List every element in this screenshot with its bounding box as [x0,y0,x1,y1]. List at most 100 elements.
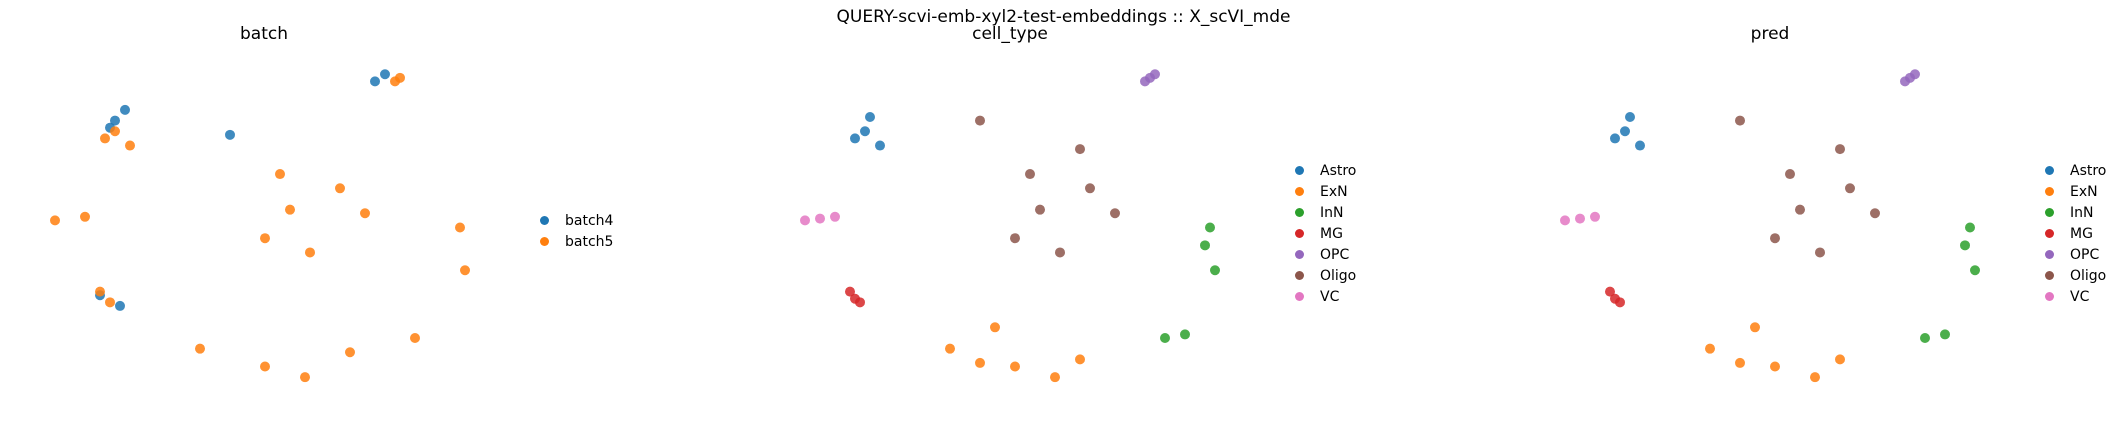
data-point [360,208,370,219]
data-point [390,76,400,87]
data-point [275,169,285,180]
data-point [1050,372,1060,383]
data-point [1160,332,1170,343]
data-point [1965,222,1975,233]
data-point [110,126,120,137]
legend-label: InN [2070,204,2094,221]
data-point [1610,293,1620,304]
legend-marker [2045,250,2054,259]
scatter-panel-batch: batch batch4 batch5 [0,0,740,427]
data-point [260,361,270,372]
legend-marker [1295,166,1304,175]
scatter-plot [50,69,470,383]
legend-marker [540,216,549,225]
legend-item-inn: InN [1295,202,1356,223]
data-point [1735,115,1745,126]
data-point [1735,357,1745,368]
data-point [990,322,1000,333]
data-point [1210,265,1220,276]
data-point [1620,126,1630,137]
data-point [1940,329,1950,340]
series-vc [1560,211,1600,226]
legend-label: MG [1320,225,1343,242]
series-astro [850,112,885,151]
data-point [1795,204,1805,215]
data-point [850,293,860,304]
data-point [1205,222,1215,233]
data-point [335,183,345,194]
series-opc [1900,69,1920,87]
series-mg [845,286,865,308]
legend-item-astro: Astro [2045,160,2106,181]
figure-suptitle: QUERY-scvi-emb-xyl2-test-embeddings :: X… [836,7,1291,27]
legend-marker [2045,166,2054,175]
data-point [1900,76,1910,87]
legend-marker [1295,271,1304,280]
data-point [945,343,955,354]
legend-label: OPC [2070,246,2100,263]
legend-marker [2045,271,2054,280]
panel-title: cell_type [972,24,1048,44]
data-point [410,332,420,343]
legend-label: Astro [2070,162,2107,179]
legend-marker [1295,229,1304,238]
legend-item-inn: InN [2045,202,2106,223]
data-point [1815,247,1825,258]
series-oligo [1735,115,1880,258]
data-point [1625,112,1635,123]
data-point [1010,233,1020,244]
data-point [975,115,985,126]
series-mg [1605,286,1625,308]
data-point [1140,76,1150,87]
data-point [1610,133,1620,144]
legend-marker [2045,292,2054,301]
series-astro [1610,112,1645,151]
legend: batch4 batch5 [540,210,613,252]
data-point [1970,265,1980,276]
legend-item-mg: MG [2045,223,2106,244]
data-point [455,222,465,233]
legend-label: Oligo [2070,267,2107,284]
legend-item-opc: OPC [1295,244,1356,265]
legend-marker [2045,208,2054,217]
data-point [845,286,855,297]
data-point [105,297,115,308]
legend: Astro ExN InN MG OPC Oligo VC [1295,160,1356,307]
data-point [1635,140,1645,151]
legend-item-vc: VC [2045,286,2106,307]
data-point [1200,240,1210,251]
legend-label: VC [2070,288,2090,305]
data-point [1025,169,1035,180]
data-point [975,357,985,368]
series-oligo [975,115,1120,258]
data-point [370,76,380,87]
series-inn [1160,222,1220,343]
data-point [1835,144,1845,155]
data-point [1960,240,1970,251]
legend-item-exn: ExN [1295,181,1356,202]
data-point [120,104,130,115]
legend-item-oligo: Oligo [1295,265,1356,286]
scatter-panel-cell-type: cell_type Astro ExN InN MG OPC Oligo VC [750,0,1470,427]
data-point [830,211,840,222]
data-point [865,112,875,123]
series-batch5 [50,72,470,383]
data-point [1605,286,1615,297]
legend-item-batch5: batch5 [540,231,613,252]
data-point [95,286,105,297]
data-point [460,265,470,276]
data-point [1705,343,1715,354]
data-point [1920,332,1930,343]
scatter-plot [800,69,1220,383]
data-point [225,129,235,140]
legend-marker [2045,229,2054,238]
series-vc [800,211,840,226]
data-point [1110,208,1120,219]
legend-label: OPC [1320,246,1350,263]
data-point [860,126,870,137]
legend-label: batch4 [565,212,614,229]
data-point [1575,213,1585,224]
legend-marker [1295,187,1304,196]
legend-label: MG [2070,225,2093,242]
legend-item-vc: VC [1295,286,1356,307]
